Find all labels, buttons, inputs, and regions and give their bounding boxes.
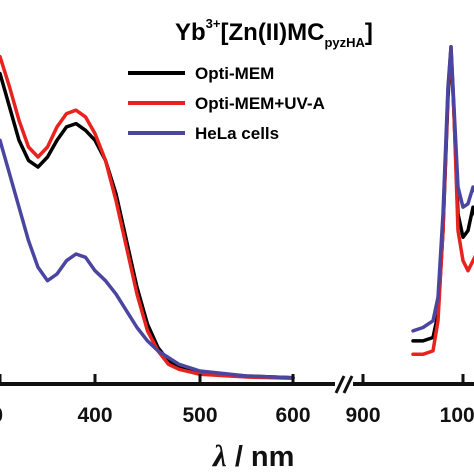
x-ticks bbox=[0, 374, 465, 384]
title-superscript: 3+ bbox=[206, 16, 221, 31]
plot-area bbox=[0, 44, 474, 381]
x-tick-label-600: 600 bbox=[275, 404, 310, 427]
legend-label-1: Opti-MEM+UV-A bbox=[195, 94, 325, 113]
x-axis-symbol: λ bbox=[211, 438, 227, 473]
x-tick-label-900: 900 bbox=[345, 404, 380, 427]
x-tick-label-300: 300 bbox=[0, 404, 3, 427]
axis-break-mark-2 bbox=[342, 375, 354, 394]
x-axis-label: λ / nm bbox=[211, 438, 294, 473]
x-tick-label-1000: 1000 bbox=[440, 404, 474, 427]
series-line-opti-mem-uv-a-left bbox=[0, 54, 295, 381]
x-axis-unit: / nm bbox=[227, 441, 295, 473]
title-middle: [Zn(II)MC bbox=[221, 19, 325, 46]
x-tick-labels: 300 400 500 600 900 1000 bbox=[0, 404, 474, 427]
legend-label-0: Opti-MEM bbox=[195, 64, 274, 83]
series-line-hela-cells-right bbox=[411, 44, 474, 333]
x-tick-label-500: 500 bbox=[182, 404, 217, 427]
title-subscript: pyzHA bbox=[324, 35, 365, 50]
title-base: Yb bbox=[175, 19, 206, 46]
axis-break-mark-1 bbox=[334, 375, 346, 394]
title-end: ] bbox=[365, 19, 373, 46]
legend: Opti-MEM Opti-MEM+UV-A HeLa cells bbox=[128, 64, 325, 143]
chart-title: Yb3+[Zn(II)MCpyzHA] bbox=[175, 16, 373, 50]
x-tick-label-400: 400 bbox=[77, 404, 112, 427]
x-axis bbox=[0, 375, 474, 394]
legend-label-2: HeLa cells bbox=[195, 124, 279, 143]
series-line-hela-cells-left bbox=[0, 138, 295, 380]
